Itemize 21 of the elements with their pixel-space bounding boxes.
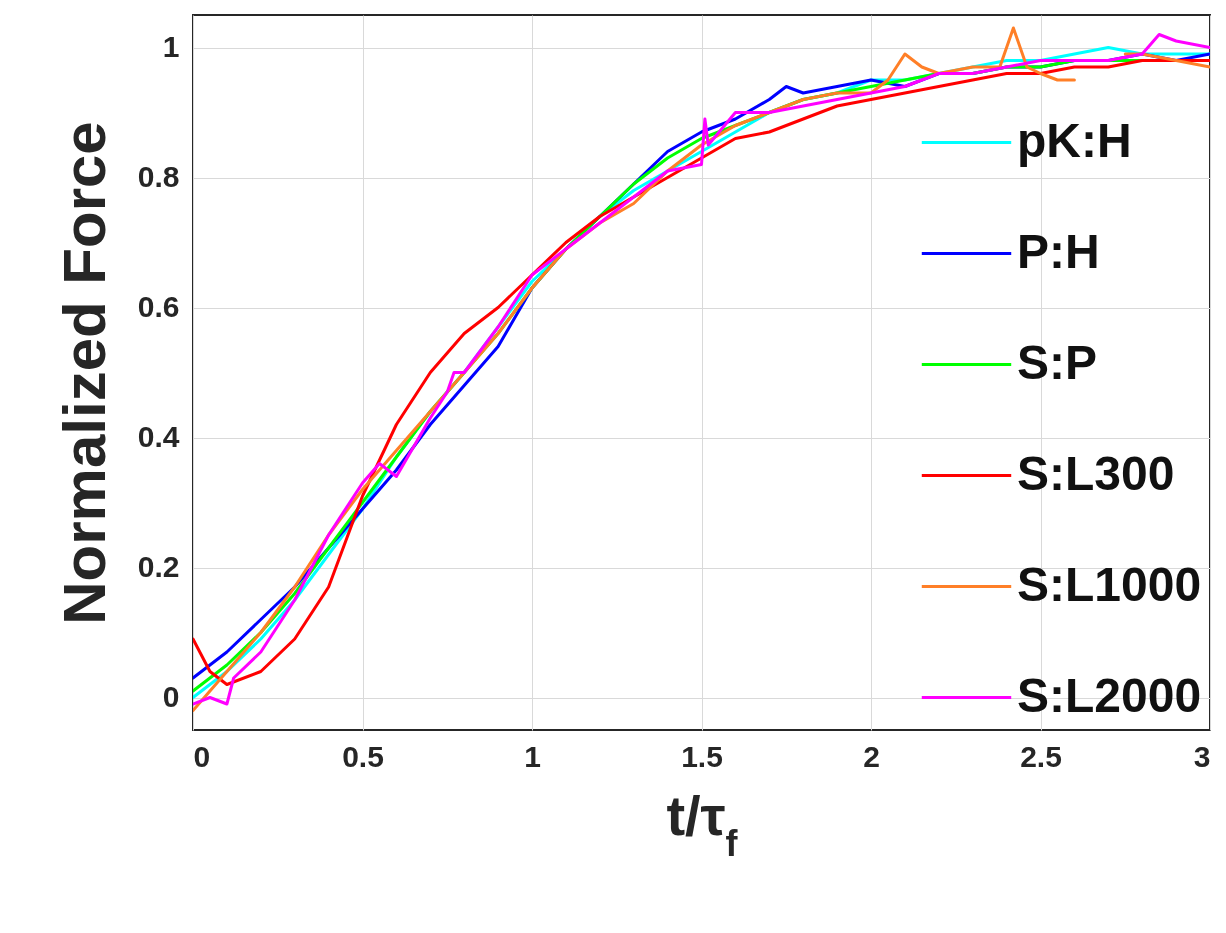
y-tick-label: 0	[162, 680, 180, 713]
legend-label: S:L300	[1017, 446, 1175, 500]
x-axis-title: t/τ$_{f}$	[666, 783, 739, 863]
y-axis-title: Normalized Force	[50, 121, 118, 625]
y-tick-label: 1	[162, 30, 180, 63]
y-tick-label: 0.4	[137, 420, 180, 453]
legend-label: S:L2000	[1017, 668, 1202, 722]
x-tick-label: 1.5	[681, 739, 723, 773]
legend-label: S:P	[1017, 335, 1098, 389]
legend-label: P:H	[1017, 224, 1100, 278]
x-tick-label: 3	[1193, 739, 1211, 773]
x-tick-label: 1	[524, 739, 541, 773]
y-tick-label: 0.6	[137, 290, 180, 323]
x-tick-label: 0	[193, 739, 211, 773]
x-tick-label: 2.5	[1020, 739, 1062, 773]
y-tick-label: 0.2	[137, 550, 180, 583]
legend-label: S:L1000	[1017, 557, 1202, 611]
x-tick-label: 2	[863, 739, 880, 773]
x-tick-label: 0.5	[342, 739, 384, 773]
legend-label: pK:H	[1017, 113, 1132, 167]
y-tick-label: 0.8	[137, 160, 180, 193]
